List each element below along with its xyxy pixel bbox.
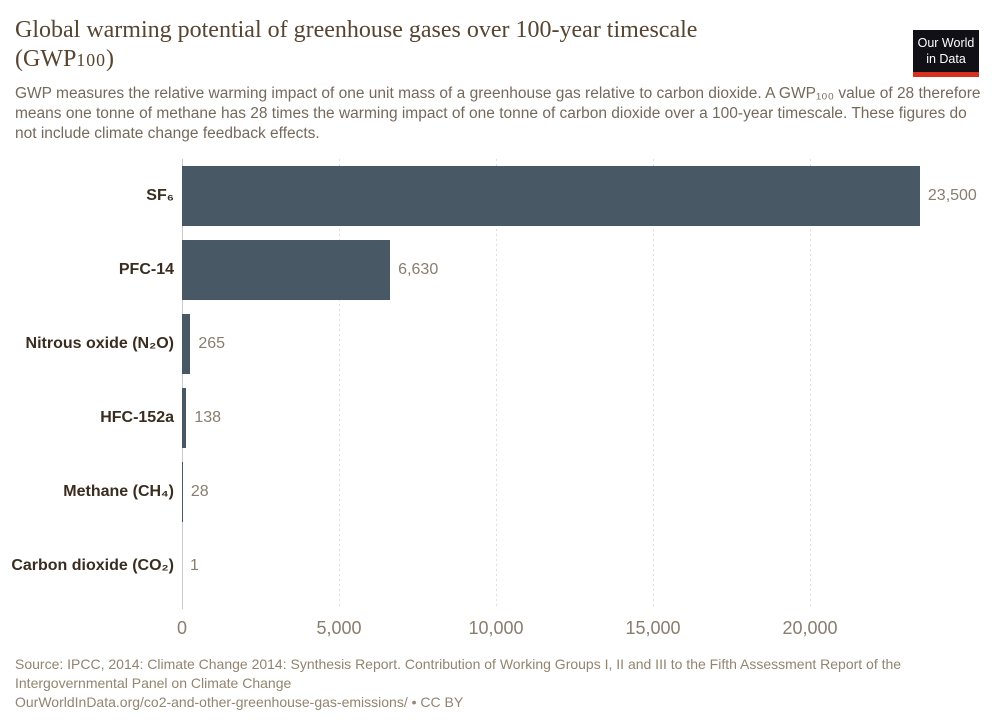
bar[interactable] [182, 240, 390, 300]
gridline [339, 159, 340, 609]
category-label: Methane (CH₄) [0, 482, 174, 502]
category-label: HFC-152a [0, 408, 174, 428]
chart-subtitle: GWP measures the relative warming impact… [15, 84, 985, 144]
gridline [810, 159, 811, 609]
owid-logo[interactable]: Our World in Data [913, 30, 979, 77]
bar-chart: 0 5,000 10,000 15,000 20,000 SF₆ 23,500 PFC-14 6… [0, 159, 1000, 641]
category-label: Nitrous oxide (N₂O) [0, 334, 174, 354]
logo-line1: Our World [913, 35, 979, 51]
category-label: SF₆ [0, 186, 174, 206]
value-label: 6,630 [398, 260, 438, 280]
value-label: 1 [190, 556, 199, 576]
x-tick-label: 15,000 [593, 617, 713, 639]
logo-line2: in Data [913, 51, 979, 67]
value-label: 28 [191, 482, 209, 502]
x-tick-label: 0 [122, 617, 242, 639]
axis-zero-line [182, 159, 183, 609]
x-tick-label: 5,000 [279, 617, 399, 639]
source-text: Source: IPCC, 2014: Climate Change 2014:… [15, 655, 980, 693]
x-tick-label: 10,000 [436, 617, 556, 639]
chart-footer: Source: IPCC, 2014: Climate Change 2014:… [15, 655, 980, 713]
source-link[interactable]: OurWorldInData.org/co2-and-other-greenho… [15, 693, 980, 712]
bar[interactable] [182, 314, 190, 374]
gridline [496, 159, 497, 609]
title-line1: Global warming potential of greenhouse g… [15, 17, 697, 43]
page-title: Global warming potential of greenhouse g… [15, 16, 880, 75]
value-label: 23,500 [928, 186, 977, 206]
gridline [653, 159, 654, 609]
x-tick-label: 20,000 [750, 617, 870, 639]
bar[interactable] [182, 166, 920, 226]
owid-chart-page: Global warming potential of greenhouse g… [0, 16, 1000, 722]
value-label: 265 [198, 334, 225, 354]
category-label: PFC-14 [0, 260, 174, 280]
title-line2: (GWP100) [15, 46, 114, 72]
category-label: Carbon dioxide (CO₂) [0, 556, 174, 576]
value-label: 138 [194, 408, 221, 428]
bar[interactable] [182, 388, 186, 448]
logo-red-bar [913, 72, 979, 77]
bar[interactable] [182, 462, 183, 522]
title-gwp-subscript: 100 [76, 50, 106, 70]
